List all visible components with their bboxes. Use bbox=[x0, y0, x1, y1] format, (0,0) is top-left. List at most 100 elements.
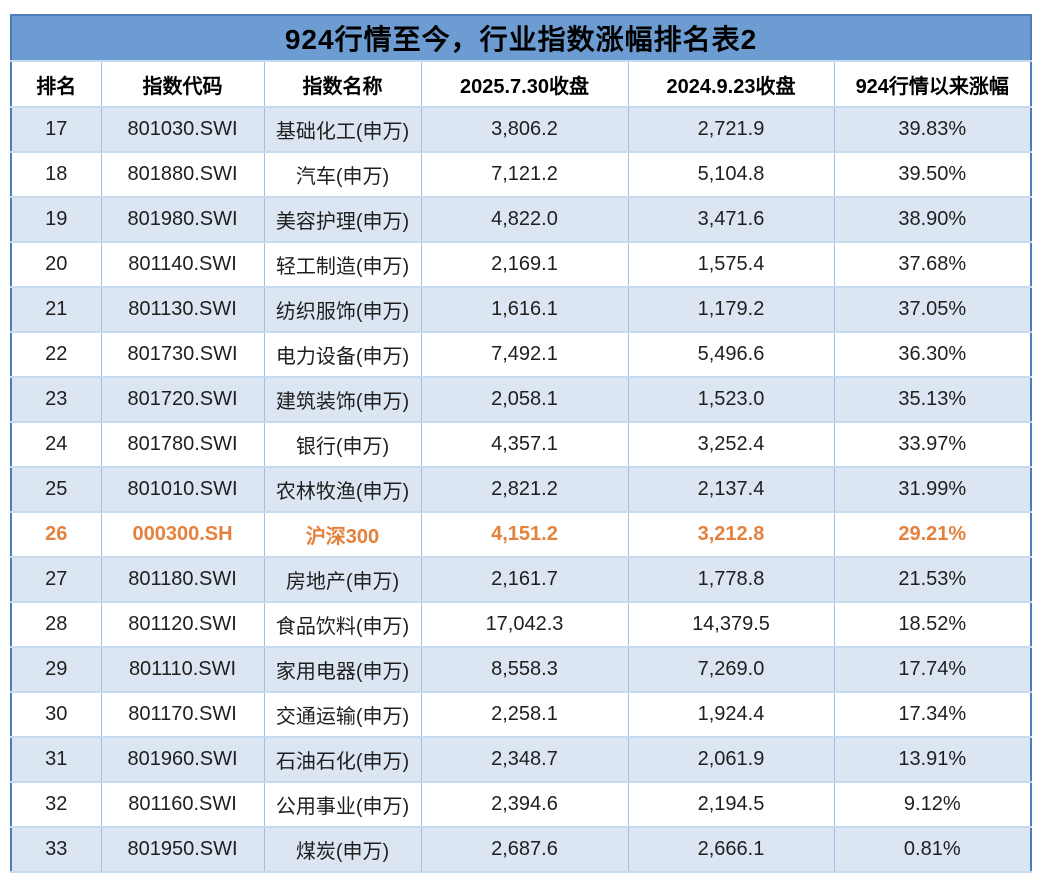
cell-close-2024-9-23: 2,666.1 bbox=[627, 826, 835, 873]
cell-index-name: 美容护理(申万) bbox=[263, 196, 422, 243]
cell-rank: 28 bbox=[10, 601, 102, 648]
cell-index-code: 801720.SWI bbox=[100, 376, 265, 423]
cell-rank: 26 bbox=[10, 511, 102, 558]
cell-change-since-924: 29.21% bbox=[833, 511, 1032, 558]
cell-close-2025-7-30: 2,161.7 bbox=[420, 556, 629, 603]
cell-close-2024-9-23: 2,194.5 bbox=[627, 781, 835, 828]
table-row: 32 801160.SWI 公用事业(申万) 2,394.6 2,194.5 9.12% bbox=[10, 781, 1032, 828]
col-header-close-2025-7-30: 2025.7.30收盘 bbox=[420, 60, 629, 108]
cell-change-since-924: 37.05% bbox=[833, 286, 1032, 333]
cell-close-2025-7-30: 2,169.1 bbox=[420, 241, 629, 288]
table-row: 27 801180.SWI 房地产(申万) 2,161.7 1,778.8 21.53% bbox=[10, 556, 1032, 603]
cell-close-2024-9-23: 3,252.4 bbox=[627, 421, 835, 468]
cell-index-name: 农林牧渔(申万) bbox=[263, 466, 422, 513]
cell-index-code: 801170.SWI bbox=[100, 691, 265, 738]
cell-index-name: 基础化工(申万) bbox=[263, 106, 422, 153]
cell-index-code: 801880.SWI bbox=[100, 151, 265, 198]
cell-index-name: 建筑装饰(申万) bbox=[263, 376, 422, 423]
cell-change-since-924: 37.68% bbox=[833, 241, 1032, 288]
cell-rank: 22 bbox=[10, 331, 102, 378]
cell-close-2025-7-30: 17,042.3 bbox=[420, 601, 629, 648]
cell-change-since-924: 31.99% bbox=[833, 466, 1032, 513]
cell-close-2025-7-30: 2,058.1 bbox=[420, 376, 629, 423]
cell-index-code: 801120.SWI bbox=[100, 601, 265, 648]
cell-close-2024-9-23: 14,379.5 bbox=[627, 601, 835, 648]
cell-close-2025-7-30: 2,258.1 bbox=[420, 691, 629, 738]
cell-rank: 18 bbox=[10, 151, 102, 198]
cell-index-code: 801030.SWI bbox=[100, 106, 265, 153]
cell-close-2025-7-30: 2,821.2 bbox=[420, 466, 629, 513]
title-row: 924行情至今，行业指数涨幅排名表2 bbox=[11, 15, 1032, 61]
table-row: 18 801880.SWI 汽车(申万) 7,121.2 5,104.8 39.50% bbox=[10, 151, 1032, 198]
cell-change-since-924: 38.90% bbox=[833, 196, 1032, 243]
cell-change-since-924: 36.30% bbox=[833, 331, 1032, 378]
cell-close-2024-9-23: 3,471.6 bbox=[627, 196, 835, 243]
col-header-close-2024-9-23: 2024.9.23收盘 bbox=[627, 60, 835, 108]
cell-close-2024-9-23: 2,061.9 bbox=[627, 736, 835, 783]
cell-change-since-924: 33.97% bbox=[833, 421, 1032, 468]
cell-index-name: 轻工制造(申万) bbox=[263, 241, 422, 288]
cell-change-since-924: 13.91% bbox=[833, 736, 1032, 783]
cell-rank: 33 bbox=[10, 826, 102, 873]
industry-index-rank-table: 924行情至今，行业指数涨幅排名表2 排名 指数代码 指数名称 2025.7.3… bbox=[10, 14, 1033, 873]
cell-close-2025-7-30: 8,558.3 bbox=[420, 646, 629, 693]
cell-close-2025-7-30: 2,394.6 bbox=[420, 781, 629, 828]
table-row: 29 801110.SWI 家用电器(申万) 8,558.3 7,269.0 17.74% bbox=[10, 646, 1032, 693]
table-body: 17 801030.SWI 基础化工(申万) 3,806.2 2,721.9 39.83%… bbox=[10, 106, 1032, 873]
cell-index-name: 煤炭(申万) bbox=[263, 826, 422, 873]
col-header-rank: 排名 bbox=[10, 60, 102, 108]
table-row: 22 801730.SWI 电力设备(申万) 7,492.1 5,496.6 36.30% bbox=[10, 331, 1032, 378]
cell-index-name: 家用电器(申万) bbox=[263, 646, 422, 693]
cell-index-name: 交通运输(申万) bbox=[263, 691, 422, 738]
cell-change-since-924: 39.83% bbox=[833, 106, 1032, 153]
cell-close-2024-9-23: 1,179.2 bbox=[627, 286, 835, 333]
cell-index-code: 801130.SWI bbox=[100, 286, 265, 333]
cell-close-2025-7-30: 4,357.1 bbox=[420, 421, 629, 468]
cell-index-code: 801110.SWI bbox=[100, 646, 265, 693]
cell-index-code: 801960.SWI bbox=[100, 736, 265, 783]
cell-rank: 19 bbox=[10, 196, 102, 243]
cell-rank: 21 bbox=[10, 286, 102, 333]
cell-index-code: 801140.SWI bbox=[100, 241, 265, 288]
cell-rank: 31 bbox=[10, 736, 102, 783]
cell-change-since-924: 18.52% bbox=[833, 601, 1032, 648]
table-row: 21 801130.SWI 纺织服饰(申万) 1,616.1 1,179.2 37.05% bbox=[10, 286, 1032, 333]
table-row: 19 801980.SWI 美容护理(申万) 4,822.0 3,471.6 38.90% bbox=[10, 196, 1032, 243]
cell-close-2025-7-30: 1,616.1 bbox=[420, 286, 629, 333]
table-row: 33 801950.SWI 煤炭(申万) 2,687.6 2,666.1 0.81% bbox=[10, 826, 1032, 873]
cell-rank: 27 bbox=[10, 556, 102, 603]
table-row: 23 801720.SWI 建筑装饰(申万) 2,058.1 1,523.0 35.13% bbox=[10, 376, 1032, 423]
col-header-index-name: 指数名称 bbox=[263, 60, 422, 108]
cell-rank: 23 bbox=[10, 376, 102, 423]
col-header-change-since-924: 924行情以来涨幅 bbox=[833, 60, 1032, 108]
cell-rank: 32 bbox=[10, 781, 102, 828]
cell-close-2024-9-23: 5,104.8 bbox=[627, 151, 835, 198]
table-row: 26 000300.SH 沪深300 4,151.2 3,212.8 29.21% bbox=[10, 511, 1032, 558]
cell-rank: 24 bbox=[10, 421, 102, 468]
cell-rank: 25 bbox=[10, 466, 102, 513]
cell-change-since-924: 21.53% bbox=[833, 556, 1032, 603]
cell-index-code: 801980.SWI bbox=[100, 196, 265, 243]
cell-close-2025-7-30: 3,806.2 bbox=[420, 106, 629, 153]
cell-change-since-924: 39.50% bbox=[833, 151, 1032, 198]
table-row: 17 801030.SWI 基础化工(申万) 3,806.2 2,721.9 39.83% bbox=[10, 106, 1032, 153]
cell-close-2024-9-23: 1,778.8 bbox=[627, 556, 835, 603]
cell-close-2025-7-30: 2,687.6 bbox=[420, 826, 629, 873]
table-row: 28 801120.SWI 食品饮料(申万) 17,042.3 14,379.5 18.5… bbox=[10, 601, 1032, 648]
cell-change-since-924: 17.34% bbox=[833, 691, 1032, 738]
cell-index-code: 801950.SWI bbox=[100, 826, 265, 873]
cell-index-name: 公用事业(申万) bbox=[263, 781, 422, 828]
cell-rank: 30 bbox=[10, 691, 102, 738]
cell-close-2024-9-23: 1,575.4 bbox=[627, 241, 835, 288]
cell-change-since-924: 17.74% bbox=[833, 646, 1032, 693]
cell-index-name: 房地产(申万) bbox=[263, 556, 422, 603]
cell-change-since-924: 9.12% bbox=[833, 781, 1032, 828]
cell-index-name: 电力设备(申万) bbox=[263, 331, 422, 378]
table-row: 24 801780.SWI 银行(申万) 4,357.1 3,252.4 33.97% bbox=[10, 421, 1032, 468]
cell-index-code: 000300.SH bbox=[100, 511, 265, 558]
cell-close-2025-7-30: 4,151.2 bbox=[420, 511, 629, 558]
cell-change-since-924: 35.13% bbox=[833, 376, 1032, 423]
cell-close-2024-9-23: 7,269.0 bbox=[627, 646, 835, 693]
cell-close-2024-9-23: 5,496.6 bbox=[627, 331, 835, 378]
